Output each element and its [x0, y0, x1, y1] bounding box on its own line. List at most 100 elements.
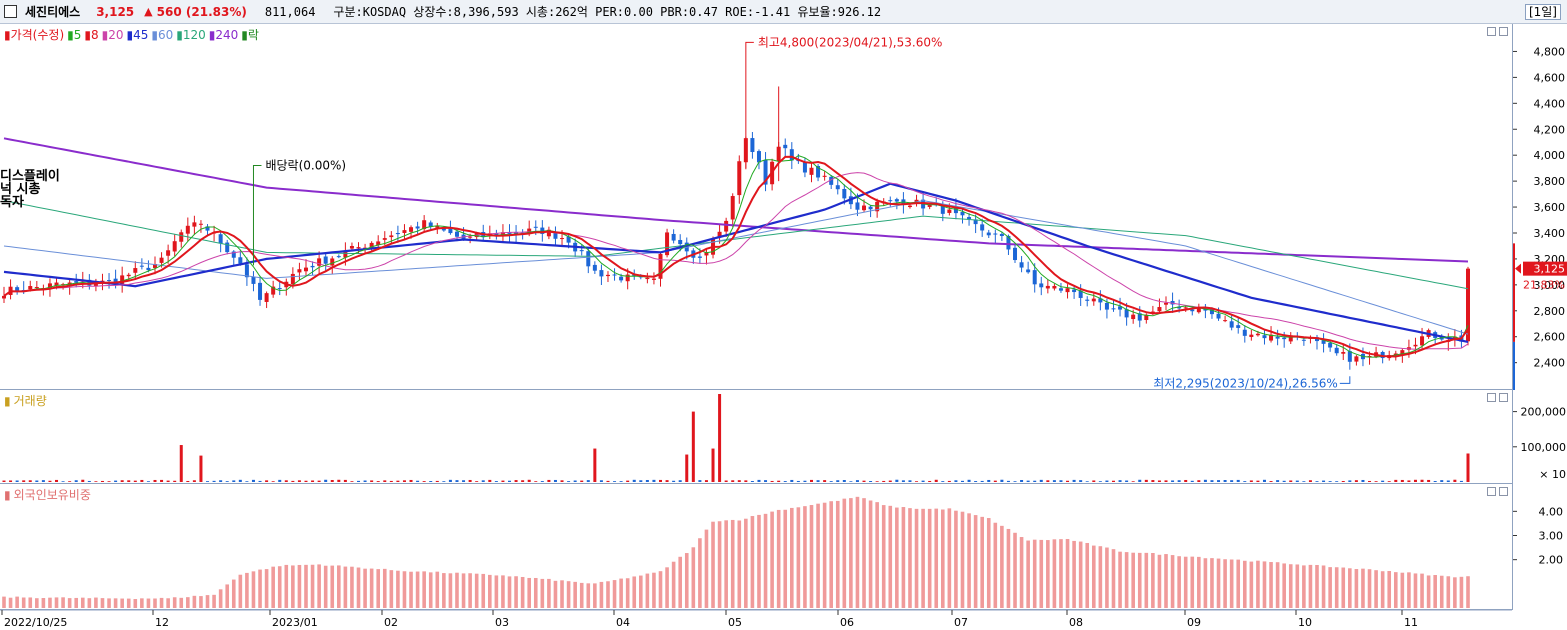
- foreign-bar: [855, 496, 860, 608]
- volume-bar: [1006, 480, 1010, 482]
- legend-item-7[interactable]: ▮240: [208, 28, 239, 42]
- volume-bar: [836, 480, 840, 482]
- foreign-bar: [875, 502, 879, 608]
- candle-body: [198, 223, 203, 225]
- foreign-holding-chart[interactable]: [0, 484, 1512, 610]
- select-checkbox[interactable]: [4, 5, 17, 18]
- foreign-bar: [238, 574, 243, 608]
- foreign-bar: [15, 596, 19, 608]
- foreign-bar: [218, 589, 223, 608]
- candle-body: [507, 232, 512, 234]
- volume-bar: [337, 479, 341, 482]
- candle-body: [107, 280, 112, 282]
- legend-item-2[interactable]: ▮8: [84, 28, 99, 42]
- foreign-bar: [1144, 552, 1149, 608]
- candle-body: [1164, 302, 1169, 305]
- period-selector[interactable]: [1일]: [1524, 4, 1561, 20]
- legend-item-5[interactable]: ▮60: [151, 28, 174, 42]
- candle-body: [678, 239, 683, 245]
- candle-body: [179, 232, 184, 242]
- foreign-bar: [1006, 528, 1011, 608]
- legend-item-6[interactable]: ▮120: [176, 28, 206, 42]
- legend-item-3[interactable]: ▮20: [101, 28, 124, 42]
- foreign-bar: [1453, 577, 1457, 608]
- stock-summary: 구분:KOSDAQ 상장수:8,396,593 시총:262억 PER:0.00…: [333, 5, 882, 19]
- candle-body: [1288, 335, 1293, 342]
- foreign-bar: [376, 569, 381, 608]
- volume-bar: [68, 481, 72, 482]
- volume-chart[interactable]: [0, 390, 1512, 484]
- candle-body: [1183, 307, 1188, 309]
- candle-body: [737, 161, 742, 196]
- legend-item-1[interactable]: ▮5: [67, 28, 82, 42]
- foreign-bar: [284, 564, 289, 608]
- left-clip-line-2: 넉 시총: [0, 182, 41, 197]
- minimize-pane-button[interactable]: [1487, 393, 1496, 402]
- volume-bar: [160, 479, 164, 482]
- candle-body: [999, 233, 1004, 237]
- legend-item-4[interactable]: ▮45: [126, 28, 149, 42]
- candle-body: [1013, 247, 1018, 261]
- volume-bar: [127, 480, 131, 482]
- foreign-bar: [1249, 561, 1254, 608]
- volume-bar: [698, 480, 702, 482]
- volume-bar: [278, 479, 282, 482]
- volume-bar: [225, 481, 229, 482]
- foreign-bar: [822, 502, 827, 608]
- foreign-bar: [881, 505, 886, 608]
- volume-legend-marker: ▮: [4, 394, 11, 408]
- foreign-bar: [87, 598, 92, 608]
- volume-bar: [777, 480, 781, 482]
- candle-body: [192, 222, 197, 227]
- foreign-bar: [540, 578, 545, 608]
- ma8-line: [3, 155, 1469, 358]
- legend-item-0[interactable]: ▮가격(수정): [4, 28, 65, 42]
- minimize-pane-button[interactable]: [1487, 27, 1496, 36]
- foreign-bar: [140, 598, 144, 608]
- volume-bar: [206, 481, 210, 482]
- legend-item-8[interactable]: ▮락: [241, 28, 259, 42]
- close-pane-button[interactable]: [1499, 27, 1508, 36]
- foreign-bar: [1328, 567, 1332, 608]
- candle-body: [802, 162, 807, 173]
- foreign-legend: ▮ 외국인보유비중: [4, 486, 94, 503]
- volume-bar: [632, 479, 636, 482]
- volume-bar: [1059, 480, 1063, 482]
- current-price: 3,125: [96, 4, 135, 19]
- foreign-bar: [231, 579, 236, 608]
- foreign-bar: [1085, 542, 1090, 608]
- volume-bar: [1203, 479, 1207, 482]
- volume-bar: [1256, 480, 1260, 482]
- foreign-bar: [704, 529, 709, 608]
- volume-bar: [901, 480, 905, 482]
- volume-bar: [599, 480, 603, 482]
- volume-bar: [94, 481, 98, 482]
- volume-bar: [343, 479, 347, 482]
- candle-body: [986, 232, 991, 236]
- foreign-bar: [520, 576, 525, 608]
- candle-body: [1032, 270, 1037, 285]
- volume-bar: [330, 479, 334, 482]
- volume-bar: [363, 480, 367, 482]
- volume-bar: [251, 479, 255, 482]
- volume-bar: [245, 481, 249, 482]
- close-pane-button[interactable]: [1499, 487, 1508, 496]
- volume-bar: [212, 480, 216, 482]
- foreign-bar: [1229, 559, 1234, 608]
- close-pane-button[interactable]: [1499, 393, 1508, 402]
- candle-body: [146, 267, 151, 271]
- price-pane-controls: [1487, 27, 1508, 36]
- foreign-bar: [862, 498, 866, 608]
- volume-bar: [219, 480, 223, 482]
- stock-name: 세진티에스: [25, 5, 81, 19]
- volume-bar: [475, 481, 479, 482]
- volume-bar: [875, 481, 879, 482]
- price-chart[interactable]: 최고4,800(2023/04/21),53.60% 최저2,295(2023/1…: [0, 24, 1512, 390]
- volume-bar: [1387, 481, 1391, 482]
- volume-bar: [586, 480, 590, 482]
- volume-bar: [915, 481, 919, 482]
- foreign-bar: [895, 507, 899, 608]
- foreign-bar: [698, 538, 702, 608]
- volume-bar: [757, 479, 761, 482]
- minimize-pane-button[interactable]: [1487, 487, 1496, 496]
